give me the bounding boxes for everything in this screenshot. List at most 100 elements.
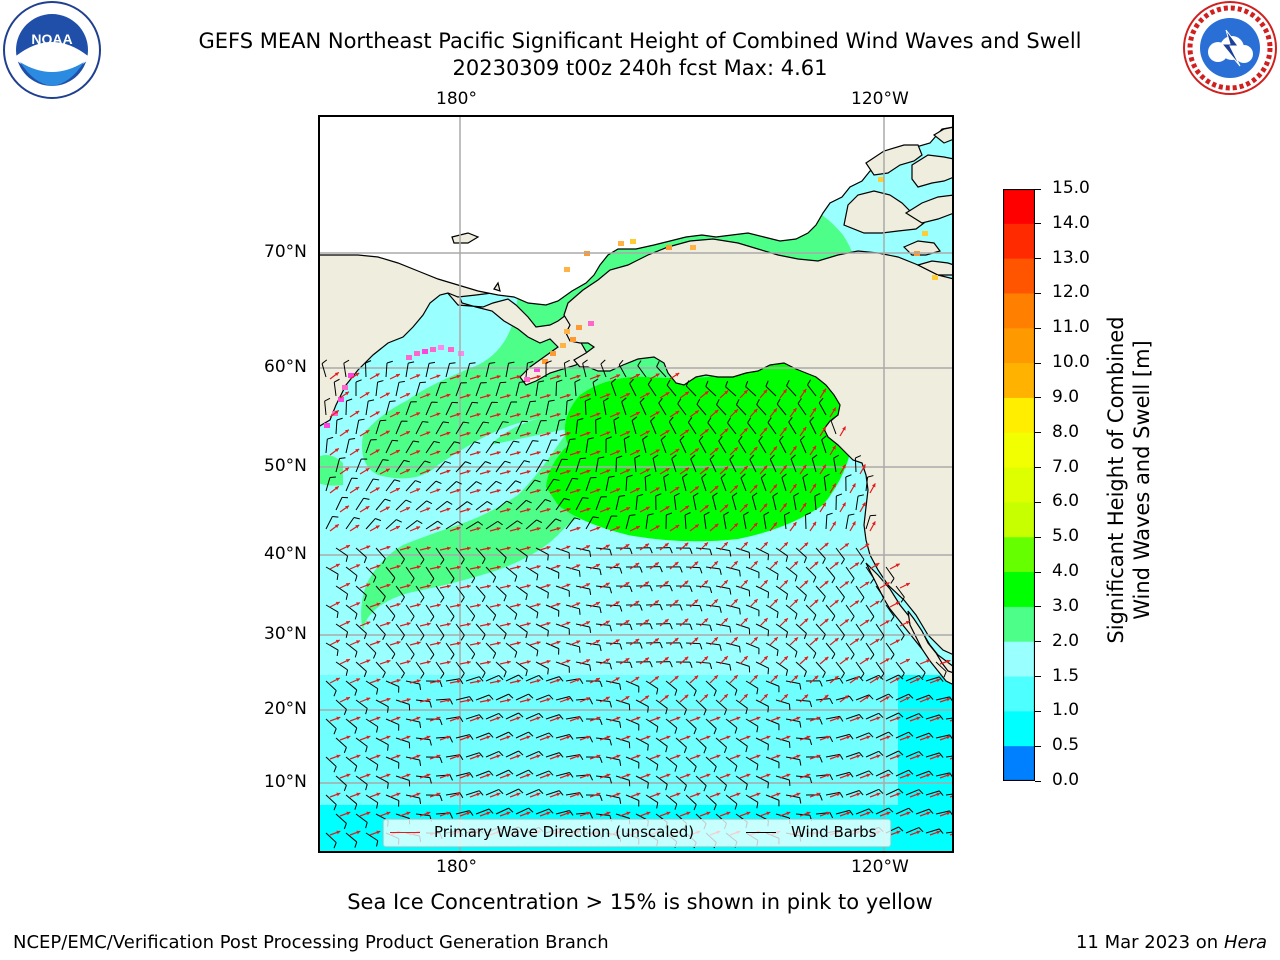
wind-barb: [415, 421, 423, 435]
wave-arrowhead: [346, 773, 351, 778]
wave-arrowhead: [724, 428, 729, 433]
wave-arrowhead: [686, 811, 691, 816]
wind-barb: [355, 775, 368, 785]
wind-barb-flag: [403, 459, 410, 463]
wind-barb: [775, 737, 790, 743]
wind-barb: [455, 461, 466, 473]
wave-arrowhead: [625, 658, 630, 662]
wind-barb-flag: [608, 475, 615, 478]
wind-barb: [355, 661, 367, 672]
wave-arrowhead: [685, 505, 690, 510]
wind-barb: [610, 382, 617, 397]
sea-ice-cell: [932, 275, 938, 280]
wind-barb-flag: [918, 789, 924, 795]
wave-arrowhead: [926, 697, 931, 701]
wind-barb-flag: [504, 460, 511, 464]
wave-arrowhead: [546, 735, 551, 740]
wind-barb-flag: [918, 713, 924, 719]
wind-barb-flag: [613, 416, 620, 421]
lat-tick-50n: 50°N: [264, 456, 307, 476]
wind-barb-flag: [870, 616, 875, 622]
wind-barb-flag: [857, 494, 864, 497]
colorbar-tick-mark: [1035, 780, 1041, 782]
wind-barb: [445, 642, 455, 655]
wind-barb: [415, 500, 427, 511]
wave-arrowhead: [385, 392, 390, 397]
wind-barb: [755, 737, 769, 745]
wave-arrowhead: [856, 716, 861, 721]
wind-barb: [505, 363, 510, 378]
wave-arrowhead: [456, 565, 461, 570]
wind-barb: [575, 547, 590, 552]
wind-barb: [875, 769, 889, 777]
wind-barb: [695, 623, 710, 626]
wind-barb-flag: [696, 398, 701, 405]
wind-barb: [535, 661, 549, 669]
wave-arrowhead: [806, 773, 811, 778]
wind-barb-flag: [382, 459, 389, 461]
wave-arrowhead: [936, 830, 941, 835]
wind-barb: [425, 363, 430, 378]
wind-barb-flag: [898, 674, 904, 680]
wind-barb: [865, 712, 879, 720]
sea-ice-cell: [576, 325, 582, 330]
wave-arrowhead: [356, 792, 361, 797]
wave-arrowhead: [665, 392, 670, 396]
wave-arrowhead: [576, 678, 581, 682]
wind-barb-flag: [703, 709, 707, 716]
wave-arrowhead: [684, 580, 689, 585]
wave-arrowhead: [355, 410, 360, 415]
wave-arrowhead: [526, 432, 531, 436]
wind-barb-flag: [400, 558, 405, 565]
wind-barb-flag: [713, 690, 717, 697]
wind-barb-flag: [345, 593, 349, 600]
wind-barb: [639, 402, 647, 416]
wind-barb: [885, 750, 899, 758]
wind-barb: [495, 731, 509, 739]
wave-arrowhead: [606, 431, 611, 436]
wave-arrowhead: [906, 735, 911, 740]
wave-arrowhead: [723, 618, 728, 623]
wind-barb: [375, 459, 384, 473]
wind-barb: [445, 604, 455, 617]
wind-barb-flag: [867, 475, 874, 478]
wave-arrowhead: [626, 773, 631, 778]
sea-ice-cell: [430, 347, 436, 352]
wave-arrowhead: [446, 507, 451, 512]
wind-barb-flag: [698, 435, 704, 442]
wave-arrowhead: [926, 659, 931, 663]
wind-barb: [375, 699, 389, 708]
wave-arrowhead: [804, 580, 809, 585]
wind-barb-flag: [674, 803, 678, 810]
colorbar-tick-label: 1.0: [1052, 700, 1080, 721]
wind-barb: [807, 384, 817, 397]
wind-barb-flag: [712, 492, 718, 497]
wave-arrowhead: [456, 526, 461, 531]
wind-barb-flag: [803, 671, 807, 678]
wave-arrowhead: [476, 450, 481, 455]
wave-arrowhead: [753, 561, 758, 565]
colorbar-tick-label: 13.0: [1052, 247, 1090, 268]
wind-barb-flag: [690, 454, 696, 460]
wind-barb-flag: [449, 362, 456, 364]
wind-barb-flag: [429, 739, 432, 746]
wind-barb-flag: [346, 398, 353, 402]
wind-barb-flag: [639, 642, 643, 649]
wind-barb: [355, 497, 364, 511]
wind-barb: [335, 737, 347, 748]
wind-barb: [775, 623, 788, 633]
wind-barb-flag: [398, 380, 405, 383]
wind-barb: [525, 642, 539, 651]
wind-barb-flag: [469, 810, 474, 816]
wave-arrowhead: [416, 641, 421, 645]
wind-barb: [615, 813, 630, 819]
wave-arrowhead: [826, 811, 831, 816]
wind-barb: [775, 547, 788, 557]
wave-arrowhead: [734, 409, 738, 414]
wind-barb: [755, 699, 769, 707]
wind-barb-flag: [532, 440, 539, 442]
wave-arrowhead: [616, 374, 621, 378]
wave-arrowhead: [355, 486, 360, 491]
wind-barb: [765, 756, 780, 763]
wind-barb-flag: [599, 756, 603, 763]
